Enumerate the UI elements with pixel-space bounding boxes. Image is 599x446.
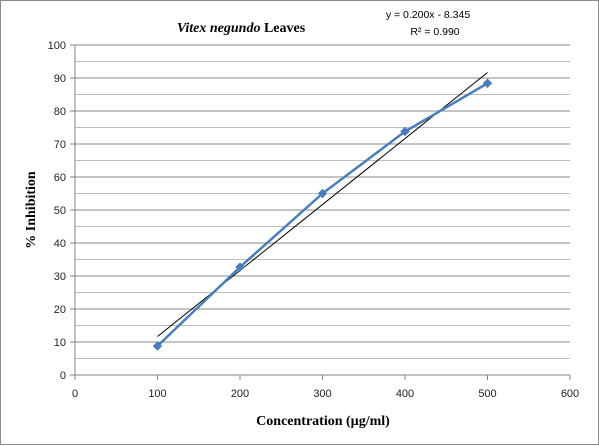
y-tick-label: 40 (54, 238, 66, 250)
x-tick-label: 0 (72, 388, 78, 400)
data-point (400, 126, 410, 137)
x-tick-label: 500 (478, 388, 496, 400)
series-group (152, 78, 493, 351)
x-tick-label: 200 (231, 388, 249, 400)
y-axis-title: % Inhibition (24, 171, 39, 249)
x-tick-label: 300 (313, 388, 331, 400)
trendline-r2: R² = 0.990 (410, 26, 459, 38)
x-tick-label: 600 (561, 388, 579, 400)
y-tick-label: 10 (54, 337, 66, 349)
y-tick-label: 20 (54, 304, 66, 316)
series-line (156, 82, 489, 347)
x-tick-label: 400 (396, 388, 414, 400)
y-tick-label: 0 (60, 370, 66, 382)
x-tick-label: 100 (148, 388, 166, 400)
axes (70, 44, 571, 380)
y-tick-label: 30 (54, 271, 66, 283)
x-tick-labels: 0 100 200 300 400 500 600 (72, 388, 579, 400)
trendline-equation: y = 0.200x - 8.345 (386, 9, 471, 21)
y-tick-label: 90 (54, 73, 66, 85)
data-point (482, 78, 493, 89)
x-axis-title: Concentration (µg/ml) (256, 414, 390, 429)
y-tick-label: 60 (54, 172, 66, 184)
y-tick-label: 50 (54, 205, 66, 217)
y-tick-label: 70 (54, 139, 66, 151)
data-point (317, 188, 328, 199)
chart-title: Vitex negundo Leaves (177, 21, 306, 36)
y-tick-label: 100 (48, 40, 66, 52)
y-tick-label: 80 (54, 106, 66, 118)
data-point (235, 262, 245, 272)
chart-title-rest: Leaves (260, 21, 305, 36)
grid (75, 44, 570, 359)
y-tick-labels: 0 10 20 30 40 50 60 70 80 90 100 (48, 40, 66, 382)
data-point (152, 341, 163, 351)
chart-title-italic: Vitex negundo (177, 21, 261, 36)
